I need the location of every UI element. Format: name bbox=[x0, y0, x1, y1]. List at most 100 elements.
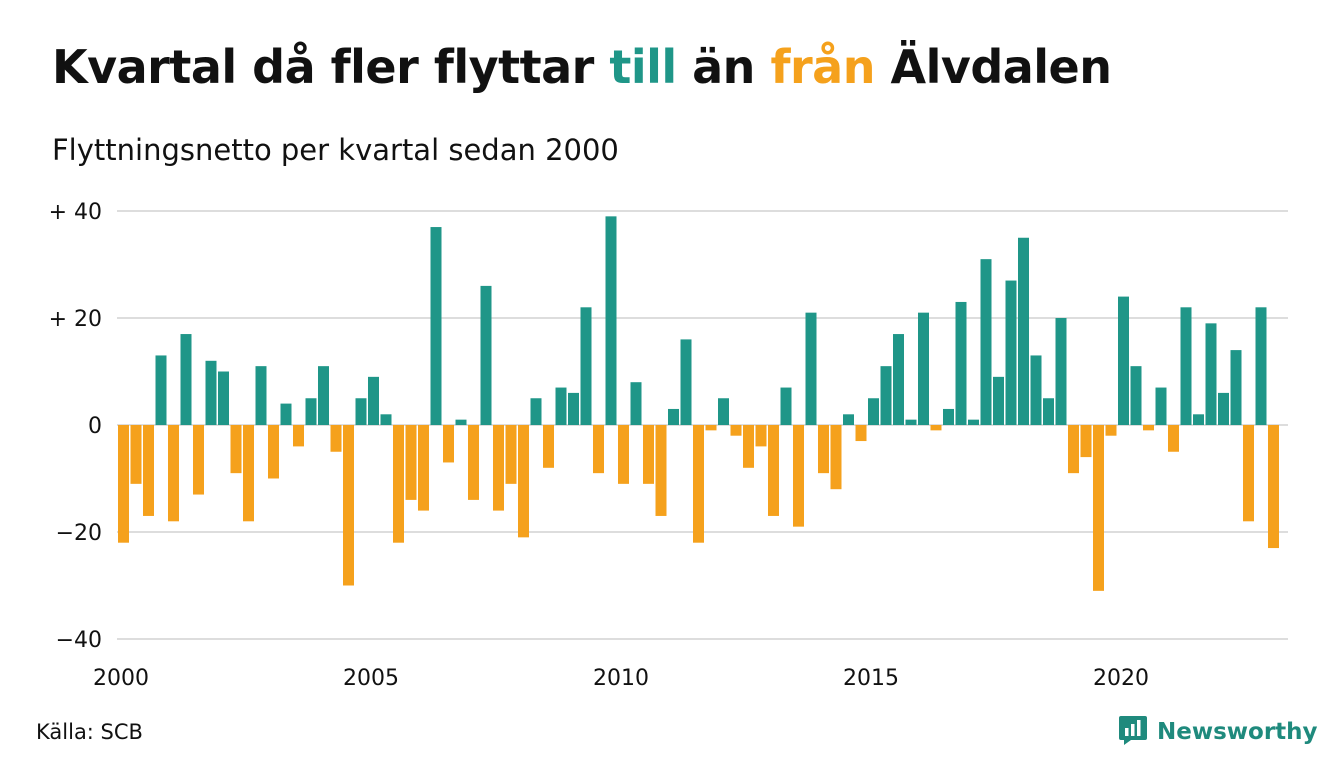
bar bbox=[1055, 318, 1067, 425]
page-title: Kvartal då fler flyttar till än från Älv… bbox=[52, 40, 1112, 94]
bar bbox=[380, 414, 392, 425]
bar bbox=[705, 425, 717, 431]
bar bbox=[1155, 387, 1167, 425]
bar bbox=[1080, 425, 1092, 458]
bar bbox=[443, 425, 454, 463]
bar bbox=[368, 376, 379, 425]
bar bbox=[218, 371, 229, 425]
bar bbox=[580, 307, 592, 425]
bar bbox=[118, 425, 129, 543]
y-tick-label: + 20 bbox=[49, 307, 102, 332]
bar bbox=[430, 227, 442, 425]
bar bbox=[1143, 425, 1154, 431]
bar bbox=[468, 425, 479, 500]
bar bbox=[818, 425, 829, 474]
bar bbox=[143, 425, 154, 516]
x-tick-label: 2000 bbox=[93, 666, 149, 691]
bar bbox=[1168, 425, 1179, 452]
bar bbox=[268, 425, 279, 479]
bar bbox=[668, 408, 679, 425]
bar bbox=[530, 398, 542, 425]
bar bbox=[418, 425, 429, 511]
bar bbox=[355, 398, 367, 425]
bar bbox=[1218, 392, 1229, 425]
bar bbox=[155, 355, 167, 425]
bar bbox=[505, 425, 517, 484]
bar bbox=[293, 425, 304, 447]
bar bbox=[605, 216, 617, 425]
bar bbox=[693, 425, 704, 543]
bar bbox=[1205, 323, 1217, 425]
title-part-3: än bbox=[676, 40, 771, 94]
bar bbox=[393, 425, 404, 543]
bar bbox=[630, 382, 642, 425]
bar bbox=[1005, 280, 1017, 425]
x-tick-label: 2020 bbox=[1093, 666, 1149, 691]
bar bbox=[493, 425, 504, 511]
bar bbox=[405, 425, 417, 500]
bar bbox=[768, 425, 779, 516]
bar bbox=[855, 425, 867, 442]
bar bbox=[793, 425, 804, 527]
bar bbox=[1093, 425, 1104, 591]
bar bbox=[455, 419, 467, 425]
x-tick-label: 2005 bbox=[343, 666, 399, 691]
title-part-1: Kvartal då fler flyttar bbox=[52, 40, 610, 94]
bar bbox=[543, 425, 554, 468]
bar bbox=[718, 398, 729, 425]
bar bbox=[893, 334, 904, 425]
y-tick-label: −20 bbox=[56, 521, 102, 546]
bar bbox=[255, 366, 267, 425]
y-tick-label: −40 bbox=[56, 628, 102, 653]
bar bbox=[743, 425, 754, 468]
bar bbox=[868, 398, 879, 425]
bar bbox=[643, 425, 654, 484]
bar bbox=[618, 425, 629, 484]
page-subtitle: Flyttningsnetto per kvartal sedan 2000 bbox=[52, 133, 619, 167]
brand-name: Newsworthy bbox=[1157, 719, 1318, 745]
x-tick-label: 2015 bbox=[843, 666, 899, 691]
bar bbox=[193, 425, 204, 495]
bar bbox=[1118, 296, 1129, 425]
brand-logo: Newsworthy bbox=[1118, 714, 1318, 750]
bar bbox=[805, 312, 817, 425]
bar bbox=[555, 387, 567, 425]
bar bbox=[993, 376, 1004, 425]
y-tick-label: + 40 bbox=[49, 200, 102, 225]
bar bbox=[968, 419, 979, 425]
bar bbox=[1130, 366, 1142, 425]
bar bbox=[1243, 425, 1254, 522]
bar bbox=[905, 419, 917, 425]
bar bbox=[1043, 398, 1054, 425]
bar bbox=[130, 425, 142, 484]
y-tick-label: 0 bbox=[88, 414, 102, 439]
title-highlight-till: till bbox=[609, 40, 677, 94]
bar bbox=[1193, 414, 1204, 425]
bar bbox=[518, 425, 529, 538]
bar bbox=[1018, 237, 1029, 425]
bar bbox=[755, 425, 767, 447]
bar bbox=[955, 301, 967, 425]
bar bbox=[918, 312, 929, 425]
bar bbox=[1230, 350, 1242, 425]
title-highlight-fran: från bbox=[770, 40, 875, 94]
bar bbox=[843, 414, 854, 425]
bar bbox=[180, 334, 192, 425]
bar bbox=[1255, 307, 1267, 425]
bar bbox=[680, 339, 692, 425]
bar bbox=[930, 425, 942, 431]
bar bbox=[330, 425, 342, 452]
bar bbox=[780, 387, 792, 425]
bar bbox=[980, 259, 992, 425]
bar bbox=[655, 425, 667, 516]
bar bbox=[1268, 425, 1279, 549]
bar bbox=[280, 403, 292, 425]
bar bbox=[730, 425, 742, 436]
bar bbox=[243, 425, 254, 522]
bar bbox=[593, 425, 604, 474]
title-part-5: Älvdalen bbox=[874, 40, 1112, 94]
bar bbox=[1105, 425, 1117, 436]
bar bbox=[1068, 425, 1079, 474]
bar bbox=[480, 285, 492, 425]
